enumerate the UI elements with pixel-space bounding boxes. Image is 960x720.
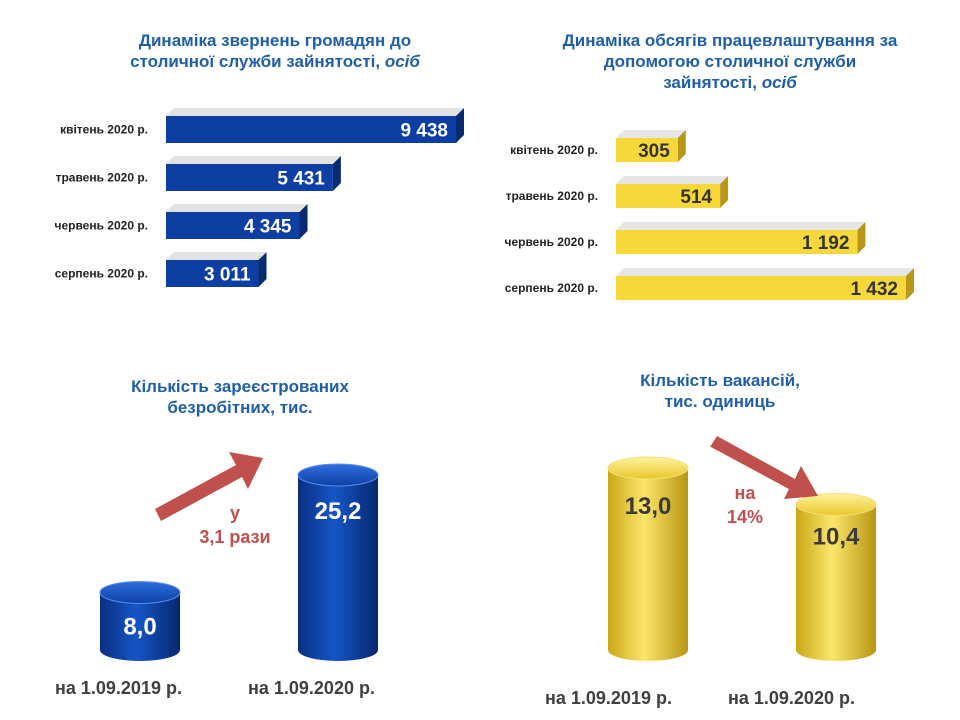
chart3-cylinder-0	[100, 592, 180, 661]
chart3-annotation: у 3,1 рази	[199, 503, 271, 547]
chart1-bar-3	[166, 260, 259, 287]
chart3-cylinder-1	[298, 475, 378, 661]
chart2-bar-top-2	[616, 222, 866, 230]
chart1-bar-2	[166, 212, 300, 239]
chart4-label-2019: на 1.09.2019 р.	[545, 688, 672, 708]
chart1-bar-side-2	[299, 204, 308, 239]
chart2-value-2: 1 192	[802, 233, 850, 254]
chart1-bar-side-1	[332, 156, 341, 191]
chart2-bar-side-2	[857, 222, 866, 254]
chart3-label-2019: на 1.09.2019 р.	[55, 678, 182, 698]
chart2-bar-top-1	[616, 176, 729, 184]
chart2-category-1: травень 2020 р.	[506, 189, 598, 203]
chart2-bar-2	[616, 230, 858, 254]
chart1-value-1: 5 431	[277, 169, 325, 190]
chart4-value-1: 10,4	[813, 523, 860, 550]
chart3-arrow-up	[155, 452, 263, 521]
chart2-bar-0	[616, 138, 678, 162]
chart1-value-3: 3 011	[204, 265, 251, 286]
chart4-arrow-down	[710, 436, 818, 499]
chart3-value-1: 25,2	[315, 498, 362, 525]
chart2-bar-side-3	[906, 268, 914, 300]
chart2-category-3: серпень 2020 р.	[505, 281, 598, 295]
chart1-category-3: серпень 2020 р.	[55, 267, 148, 281]
chart2-bar-top-3	[616, 268, 914, 276]
chart2-title: Динаміка обсягів працевлаштування за доп…	[562, 31, 898, 92]
chart4-label-2020: на 1.09.2020 р.	[728, 688, 855, 708]
chart1-bar-side-3	[258, 252, 267, 287]
chart1-bar-side-0	[456, 108, 464, 143]
chart4-cylinder-1	[796, 504, 876, 661]
chart1-bar-0	[166, 116, 456, 143]
chart4-cylinder-top-1	[795, 492, 877, 516]
chart3-label-2020: на 1.09.2020 р.	[248, 678, 375, 698]
chart2-bar-1	[616, 184, 721, 208]
chart3-title: Кількість зареєстрованих безробітних, ти…	[131, 377, 349, 417]
chart1-value-0: 9 438	[400, 121, 448, 142]
chart2-bar-side-1	[720, 176, 729, 208]
chart3-cylinder-top-0	[99, 580, 181, 604]
chart4-cylinder-top-0	[607, 456, 689, 480]
chart4-title: Кількість вакансій, тис. одиниць	[640, 371, 800, 411]
chart4-value-0: 13,0	[625, 493, 672, 520]
chart2-bar-side-0	[677, 130, 686, 162]
chart2-value-3: 1 432	[850, 279, 898, 300]
chart2-value-0: 305	[638, 141, 670, 162]
chart2-category-2: червень 2020 р.	[504, 235, 598, 249]
chart1-bar-1	[166, 164, 333, 191]
chart4-annotation: на 14%	[726, 483, 764, 527]
chart1-bar-top-2	[166, 204, 308, 212]
chart1-category-0: квітень 2020 р.	[60, 123, 148, 137]
chart2-bar-top-0	[616, 130, 686, 138]
chart1-category-1: травень 2020 р.	[56, 171, 148, 185]
chart3-cylinder-top-1	[297, 463, 379, 487]
chart1-bar-top-0	[166, 108, 464, 116]
chart1-value-2: 4 345	[244, 217, 292, 238]
chart2-bar-3	[616, 276, 906, 300]
chart1-title: Динаміка звернень громадян до столичної …	[130, 31, 420, 71]
chart1-bar-top-3	[166, 252, 267, 260]
chart3-value-0: 8,0	[123, 613, 156, 640]
chart2-value-1: 514	[680, 187, 712, 208]
chart1-bar-top-1	[166, 156, 341, 164]
chart4-cylinder-0	[608, 468, 688, 661]
chart2-category-0: квітень 2020 р.	[510, 143, 598, 157]
chart1-category-2: червень 2020 р.	[54, 219, 148, 233]
